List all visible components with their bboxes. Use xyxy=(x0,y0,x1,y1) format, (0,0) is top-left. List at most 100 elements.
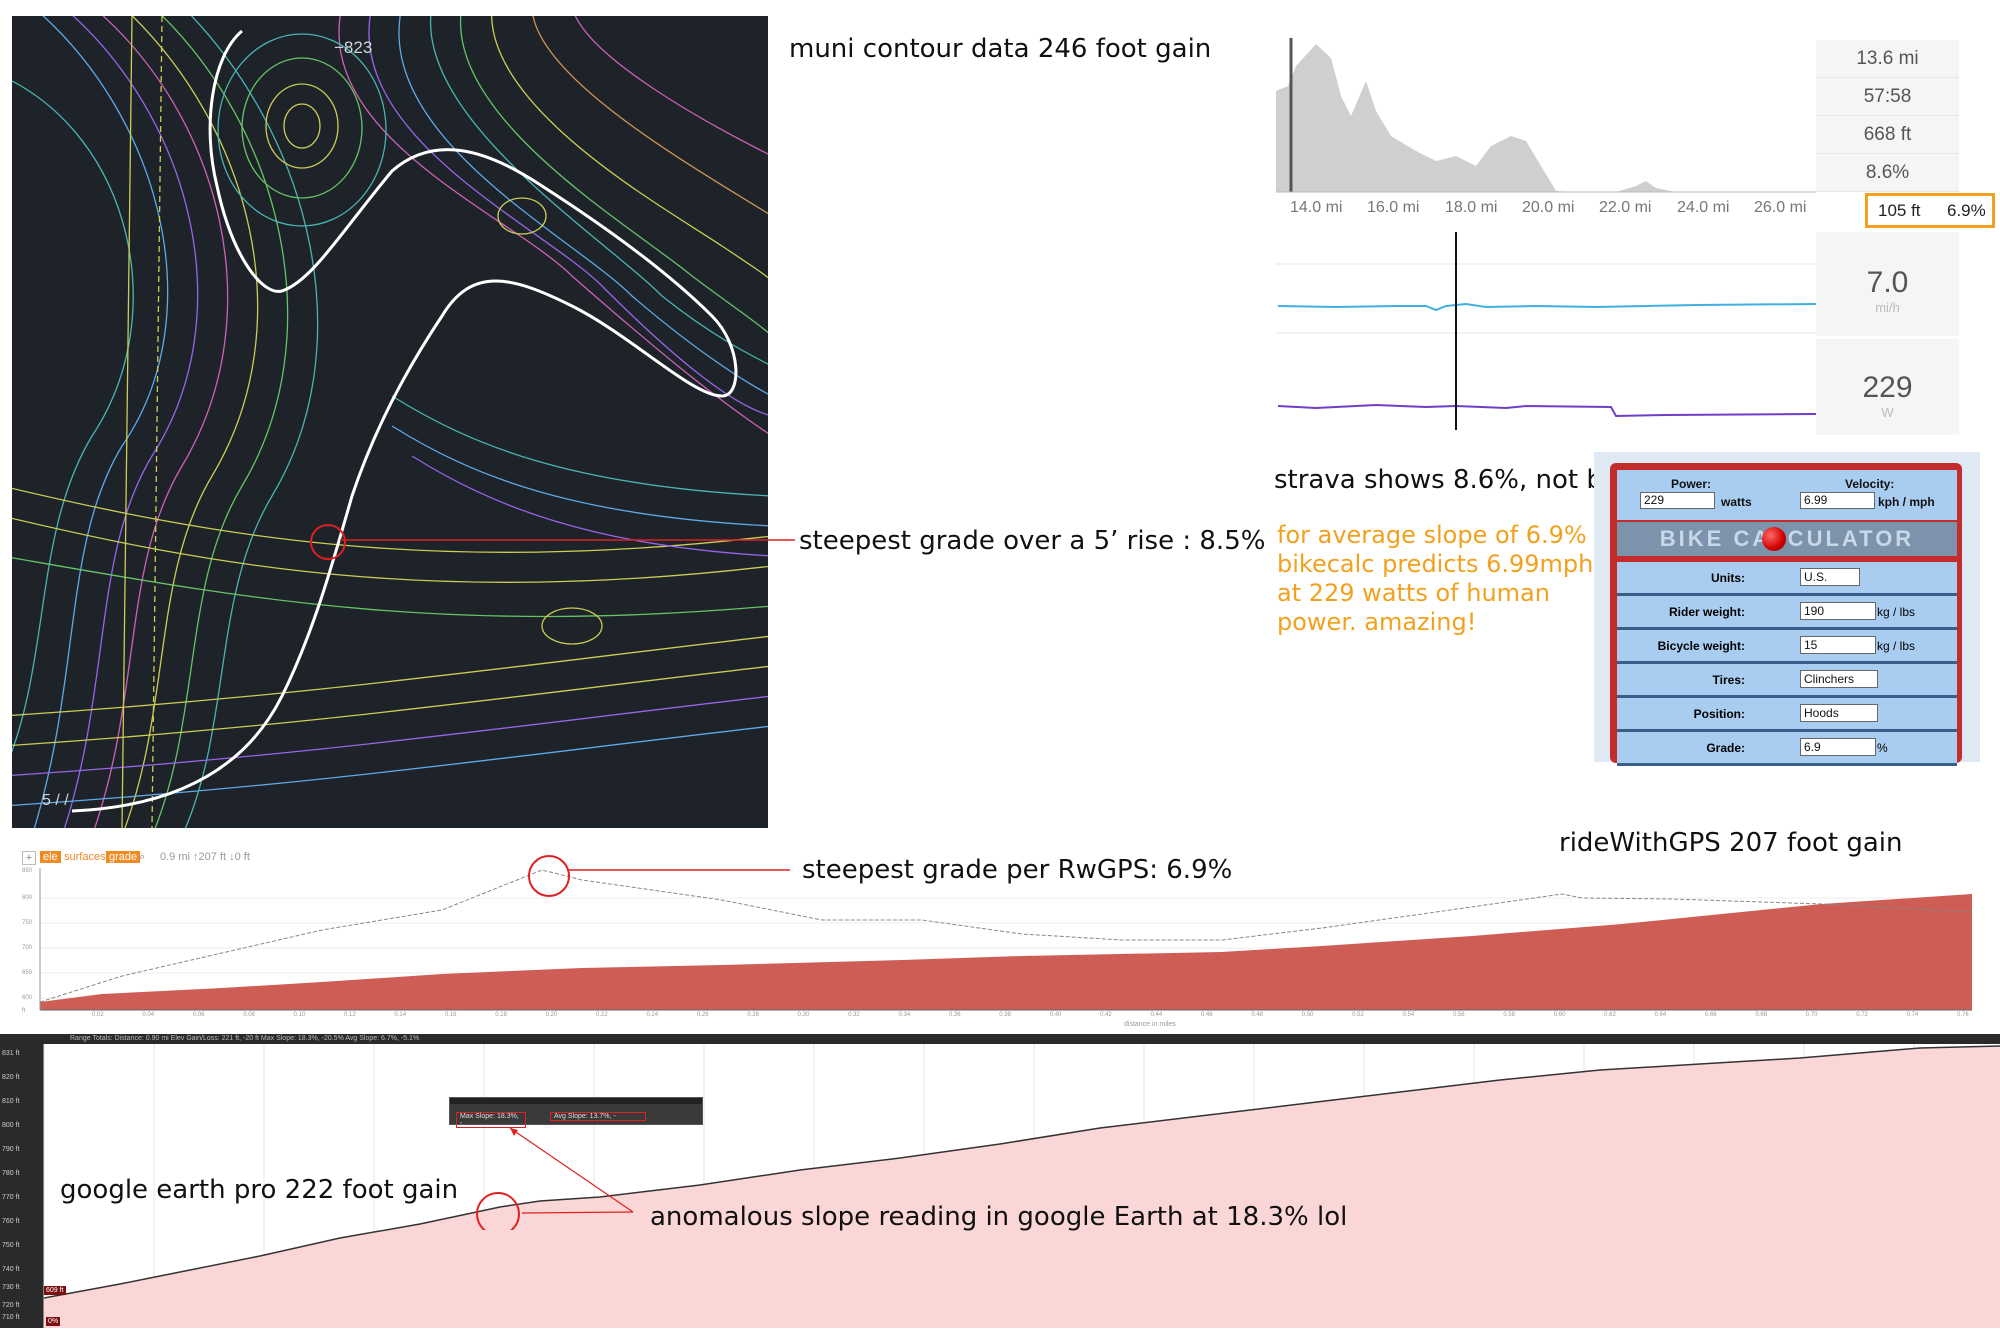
strava-caption: strava shows 8.6%, not bad! xyxy=(1274,465,1646,495)
ge-slope-popup: Max Slope: 18.3%, - Avg Slope: 13.7%, - xyxy=(449,1097,703,1128)
ge-y-tick: 770 ft xyxy=(2,1194,20,1201)
calculate-banner-button[interactable]: BIKE CALCULATOR xyxy=(1617,522,1957,556)
rwgps-x-tick: 0.62 xyxy=(1604,1012,1616,1018)
google-earth-profile: 831 ft 820 ft 810 ft 800 ft 790 ft 780 f… xyxy=(0,1044,2000,1328)
bicycle-weight-input[interactable]: 15 xyxy=(1800,636,1876,654)
rwgps-tab-elevation[interactable]: ele xyxy=(40,851,61,863)
velocity-label: Velocity: xyxy=(1845,477,1895,491)
strava-elevation-chart xyxy=(1276,36,1816,236)
strava-speed-unit: mi/h xyxy=(1875,300,1900,315)
rwgps-x-tick: 0.04 xyxy=(142,1012,155,1018)
rwgps-x-tick: 0.38 xyxy=(999,1012,1011,1018)
google-earth-y-axis: 831 ft 820 ft 810 ft 800 ft 790 ft 780 f… xyxy=(2,1044,42,1328)
strava-x-tick: 14.0 mi xyxy=(1290,199,1343,216)
muni-contour-caption: muni contour data 246 foot gain xyxy=(789,34,1212,64)
rwgps-x-tick: 0.46 xyxy=(1200,1012,1213,1018)
map-top-elevation-label: −823 xyxy=(334,38,373,57)
rwgps-steepest-caption: steepest grade per RwGPS: 6.9% xyxy=(802,855,1233,885)
units-select[interactable]: U.S. xyxy=(1800,568,1860,586)
position-select[interactable]: Hoods xyxy=(1800,704,1878,722)
google-earth-range-totals: Range Totals: Distance: 0.90 mi Elev Gai… xyxy=(70,1035,420,1042)
rider-weight-label: Rider weight: xyxy=(1668,605,1745,619)
bikecalc-note-line: power. amazing! xyxy=(1277,608,1477,636)
power-unit: watts xyxy=(1721,495,1752,509)
rwgps-x-tick: 0.50 xyxy=(1301,1012,1314,1018)
contour-lines xyxy=(12,16,768,828)
rwgps-x-tick: 0.10 xyxy=(293,1012,306,1018)
strava-elevation-area xyxy=(1276,38,1816,193)
ge-y-tick: 720 ft xyxy=(2,1302,20,1309)
rwgps-x-tick: 0.26 xyxy=(696,1012,709,1018)
ge-popup-header xyxy=(450,1098,702,1104)
rwgps-x-tick: 0.32 xyxy=(848,1012,860,1018)
ge-y-tick: 760 ft xyxy=(2,1218,20,1225)
position-label: Position: xyxy=(1693,707,1745,721)
bikecalc-note: for average slope of 6.9% bikecalc predi… xyxy=(1277,521,1593,637)
strava-speed-value: 7.0 xyxy=(1866,266,1909,299)
rwgps-x-tick: 0.60 xyxy=(1553,1012,1566,1018)
rider-weight-input[interactable]: 190 xyxy=(1800,602,1876,620)
bikecalc-row-position: Position: Hoods xyxy=(1617,698,1957,732)
grade-input[interactable]: 6.9 xyxy=(1800,738,1876,756)
rwgps-expand-button[interactable]: + xyxy=(22,851,36,865)
rwgps-y-tick: 700 xyxy=(22,945,33,951)
rwgps-x-tick: 0.16 xyxy=(444,1012,457,1018)
calculate-banner-text: BIKE CALCULATOR xyxy=(1659,526,1915,551)
ge-y-tick: 710 ft xyxy=(2,1314,20,1321)
strava-highlight-grade: 6.9% xyxy=(1947,201,1986,220)
strava-x-tick: 20.0 mi xyxy=(1522,199,1575,216)
bicycle-weight-label: Bicycle weight: xyxy=(1657,639,1745,653)
google-earth-gain-caption: google earth pro 222 foot gain xyxy=(60,1175,459,1205)
google-earth-plot xyxy=(0,1044,2000,1328)
ge-y-tick: 740 ft xyxy=(2,1266,20,1273)
bicycle-weight-unit: kg / lbs xyxy=(1877,639,1916,653)
topo-contour-map: −823 5 / / xyxy=(12,16,768,828)
calculate-red-button-icon[interactable] xyxy=(1762,527,1786,551)
rwgps-x-tick: 0.02 xyxy=(92,1012,104,1018)
strava-stat-grade: 8.6% xyxy=(1816,154,1959,192)
bikecalc-note-line: at 229 watts of human xyxy=(1277,579,1550,607)
grade-label: Grade: xyxy=(1706,741,1745,755)
rwgps-x-tick: 0.58 xyxy=(1503,1012,1516,1018)
rwgps-x-tick: 0.30 xyxy=(797,1012,810,1018)
tires-select[interactable]: Clinchers xyxy=(1800,670,1878,688)
bikecalc-row-grade: Grade: 6.9 % xyxy=(1617,732,1957,766)
rwgps-zoom-icon[interactable]: ⌕ xyxy=(139,851,146,863)
rwgps-plot xyxy=(39,868,1973,1011)
rwgps-x-tick: 0.20 xyxy=(545,1012,558,1018)
power-input[interactable]: 229 xyxy=(1640,492,1715,509)
strava-stat-time: 57:58 xyxy=(1816,78,1959,116)
steepest-grade-contour-caption: steepest grade over a 5’ rise : 8.5% xyxy=(799,526,1266,556)
units-label: Units: xyxy=(1711,571,1745,585)
tires-label: Tires: xyxy=(1712,673,1745,687)
rwgps-x-tick: 0.76 xyxy=(1957,1012,1969,1018)
rwgps-x-tick: 0.22 xyxy=(596,1012,608,1018)
rwgps-gain-caption: rideWithGPS 207 foot gain xyxy=(1559,828,1903,858)
rwgps-y-unit: ft xyxy=(22,1008,26,1014)
strava-highlight-box[interactable]: 105 ft 6.9% xyxy=(1865,193,1995,228)
rwgps-y-tick: 750 xyxy=(22,920,33,926)
ge-y-tick: 831 ft xyxy=(2,1050,20,1057)
strava-power-value: 229 xyxy=(1862,371,1913,404)
rwgps-tab-surfaces[interactable]: surfaces xyxy=(64,851,106,863)
grade-unit: % xyxy=(1877,741,1888,755)
rwgps-x-tick: 0.28 xyxy=(747,1012,759,1018)
rwgps-x-tick: 0.12 xyxy=(344,1012,356,1018)
strava-speed-panel: 7.0 mi/h xyxy=(1816,232,1959,336)
rwgps-peak-callout xyxy=(528,855,790,897)
rwgps-tab-grade[interactable]: grade xyxy=(106,851,141,863)
rwgps-x-tick: 0.54 xyxy=(1402,1012,1415,1018)
ge-y-tick: 820 ft xyxy=(2,1074,20,1081)
ge-popup-max-slope: Max Slope: 18.3%, - xyxy=(456,1112,526,1128)
ge-bottom-marker: 0% xyxy=(46,1317,61,1326)
strava-x-tick: 18.0 mi xyxy=(1445,199,1498,216)
strava-power-panel: 229 W xyxy=(1816,339,1959,435)
rwgps-x-tick: 0.14 xyxy=(394,1012,407,1018)
velocity-output[interactable]: 6.99 xyxy=(1800,492,1875,509)
bikecalc-row-tires: Tires: Clinchers xyxy=(1617,664,1957,698)
strava-x-tick: 26.0 mi xyxy=(1754,199,1807,216)
rwgps-x-tick: 0.44 xyxy=(1150,1012,1163,1018)
rwgps-x-tick: 0.68 xyxy=(1755,1012,1768,1018)
bikecalc-row-rider-weight: Rider weight: 190 kg / lbs xyxy=(1617,596,1957,630)
ge-y-tick: 790 ft xyxy=(2,1146,20,1153)
